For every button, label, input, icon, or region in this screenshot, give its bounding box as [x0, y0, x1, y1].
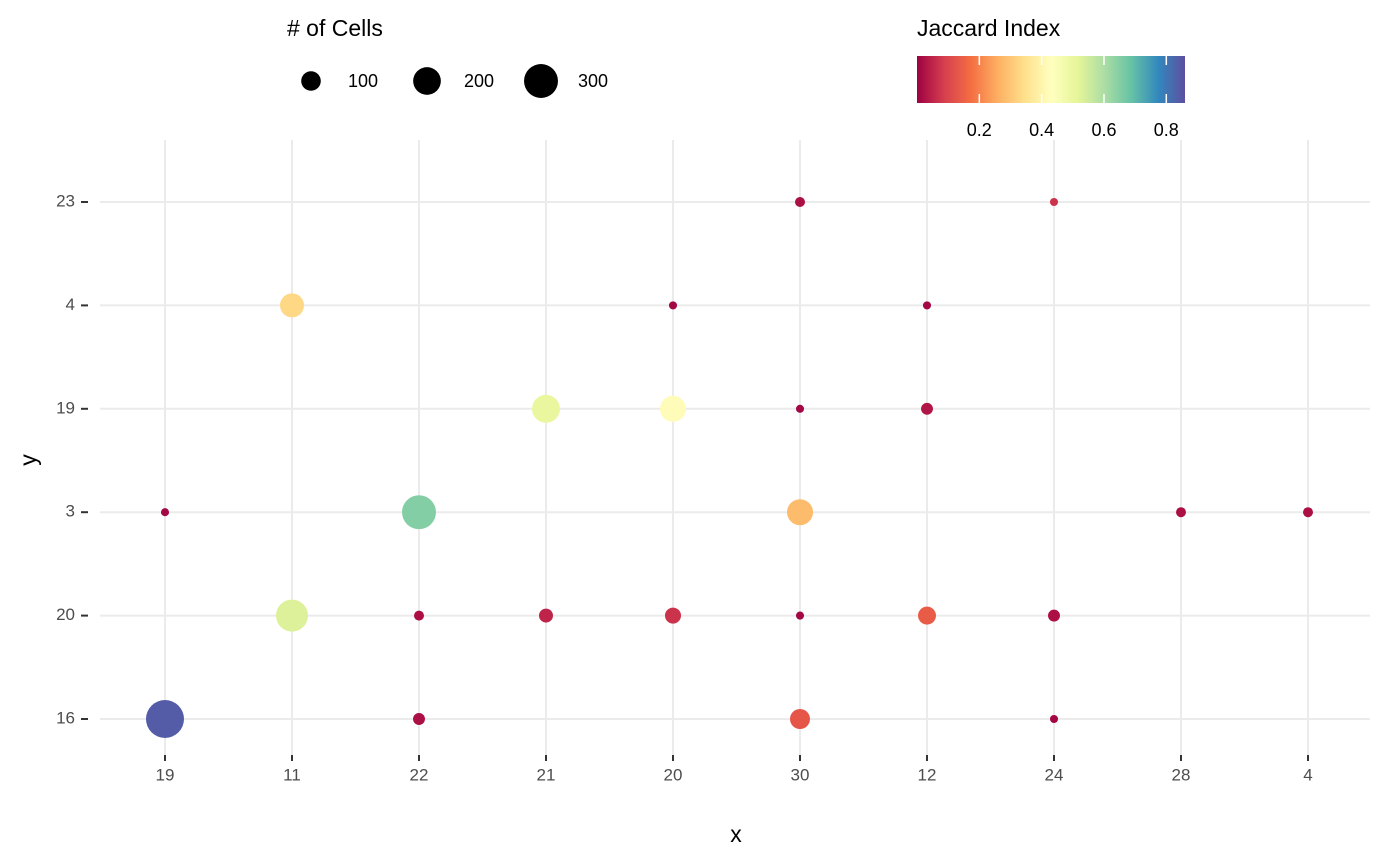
bubble	[922, 301, 932, 310]
size-legend-label: 300	[578, 71, 608, 91]
bubble	[413, 713, 425, 725]
bubble	[1048, 609, 1060, 622]
size-legend-label: 200	[464, 71, 494, 91]
bubble	[275, 599, 309, 632]
x-tick-label: 11	[283, 765, 301, 784]
x-tick-label: 22	[410, 765, 429, 784]
size-legend-title: # of Cells	[287, 15, 383, 41]
bubble	[1303, 507, 1313, 518]
bubble	[539, 608, 553, 623]
size-legend-key	[413, 67, 441, 95]
bubble	[664, 607, 682, 624]
size-legend-key	[301, 71, 321, 91]
bubble	[659, 395, 687, 422]
color-legend-title: Jaccard Index	[917, 15, 1061, 41]
x-tick-label: 21	[537, 765, 556, 784]
y-tick-label: 4	[66, 295, 75, 314]
marks	[145, 197, 1313, 739]
y-tick-label: 19	[56, 398, 75, 417]
bubble	[786, 499, 814, 526]
colorbar-tick-label: 0.8	[1154, 120, 1179, 140]
x-tick-label: 28	[1172, 765, 1191, 784]
bubble	[279, 293, 305, 318]
x-tick-label: 24	[1045, 765, 1064, 784]
bubble	[918, 606, 936, 625]
size-legend-key	[524, 64, 558, 98]
colorbar	[917, 56, 1185, 103]
size-legend-label: 100	[348, 71, 378, 91]
y-tick-label: 23	[56, 191, 75, 210]
bubble	[414, 610, 424, 621]
x-axis-label: x	[730, 821, 742, 847]
y-tick-label: 16	[56, 708, 75, 727]
bubble	[795, 404, 805, 413]
grid: 19 11 22 21 20 30 12 24 28 4 16 20 3 19 4 23	[56, 140, 1370, 784]
bubble	[1049, 714, 1059, 724]
bubble	[145, 699, 185, 739]
bubble	[795, 197, 805, 207]
bubble	[402, 495, 436, 530]
x-tick-label: 30	[791, 765, 810, 784]
x-tick-label: 20	[664, 765, 683, 784]
bubble	[1049, 197, 1059, 207]
bubble	[921, 402, 933, 415]
colorbar-tick-label: 0.6	[1091, 120, 1116, 140]
x-tick-label: 12	[918, 765, 937, 784]
y-axis-label: y	[15, 454, 41, 466]
bubble	[795, 611, 805, 620]
x-tick-label: 4	[1303, 765, 1312, 784]
y-tick-label: 3	[66, 502, 75, 521]
bubble	[668, 301, 678, 310]
bubble	[160, 508, 170, 517]
bubble	[790, 709, 810, 729]
bubble	[1176, 507, 1186, 518]
bubble	[532, 394, 560, 423]
y-tick-label: 20	[56, 605, 75, 624]
colorbar-tick-label: 0.2	[967, 120, 992, 140]
x-tick-label: 19	[156, 765, 175, 784]
colorbar-tick-label: 0.4	[1029, 120, 1054, 140]
